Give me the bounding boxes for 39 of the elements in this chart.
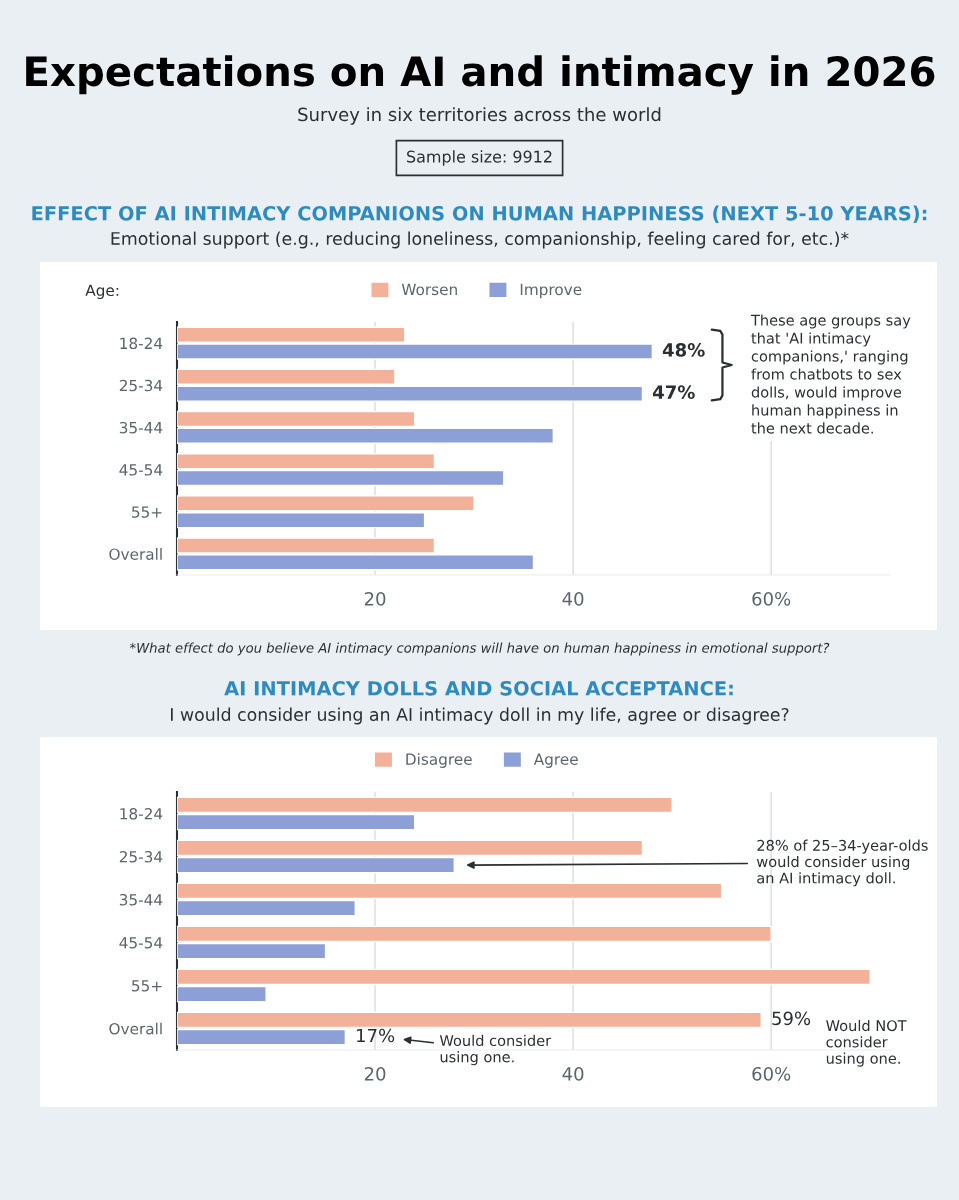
data-label: 59% <box>772 1011 811 1026</box>
data-label: 17% <box>357 1028 395 1043</box>
x-tick-label: 40 <box>562 591 584 606</box>
text: Sample size: 9912 <box>407 150 552 166</box>
legend-label: Disagree <box>406 753 472 768</box>
data-label: 48% <box>662 343 705 357</box>
annotation: These age groups say that 'AI intimacy companions,' ranging from chatbots to sex dolls, would improve human happiness in the next decade. <box>750 314 911 434</box>
text: Age: <box>85 284 119 300</box>
legend-label: Worsen <box>401 283 457 296</box>
x-tick-label: 60% <box>752 1066 791 1081</box>
y-tick-label: Overall <box>109 1022 162 1035</box>
legend-label: Improve <box>520 283 582 299</box>
y-tick-label: 45-54 <box>119 937 163 949</box>
annotation: Would consider using one. <box>439 1034 552 1066</box>
data-label: 47% <box>652 385 695 399</box>
chart-subtitle: I would consider using an AI intimacy doll in my life, agree or disagree? <box>170 707 789 725</box>
y-tick-label: 18-24 <box>120 337 163 350</box>
annotation: 28% of 25–34-year-olds would consider using an AI intimacy doll. <box>756 839 928 887</box>
x-tick-label: 20 <box>364 1066 386 1081</box>
legend-label: Agree <box>533 753 578 768</box>
chart-title: AI INTIMACY DOLLS AND SOCIAL ACCEPTANCE: <box>224 680 733 696</box>
text: *What effect do you believe AI intimacy companions will have on human happiness in emotional support? <box>129 642 830 656</box>
y-tick-label: Overall <box>109 548 162 560</box>
text: Survey in six territories across the world <box>298 107 661 125</box>
chart-title: EFFECT OF AI INTIMACY COMPANIONS ON HUMAN HAPPINESS (NEXT 5-10 YEARS): <box>32 205 927 223</box>
y-tick-label: 55+ <box>132 980 162 992</box>
y-tick-label: 55+ <box>132 506 162 518</box>
x-tick-label: 60% <box>752 591 791 606</box>
y-tick-label: 35-44 <box>119 893 163 906</box>
annotation: Would NOT consider using one. <box>826 1019 907 1067</box>
chart-subtitle: Emotional support (e.g., reducing loneliness, companionship, feeling cared for, etc.)* <box>111 231 849 249</box>
y-tick-label: 25-34 <box>119 379 163 392</box>
y-tick-label: 35-44 <box>119 421 163 434</box>
text: Expectations on AI and intimacy in 2026 <box>26 55 935 95</box>
y-tick-label: 18-24 <box>120 807 163 820</box>
x-tick-label: 20 <box>364 591 386 606</box>
y-tick-label: 25-34 <box>119 850 163 863</box>
x-tick-label: 40 <box>562 1066 584 1081</box>
y-tick-label: 45-54 <box>119 464 163 476</box>
